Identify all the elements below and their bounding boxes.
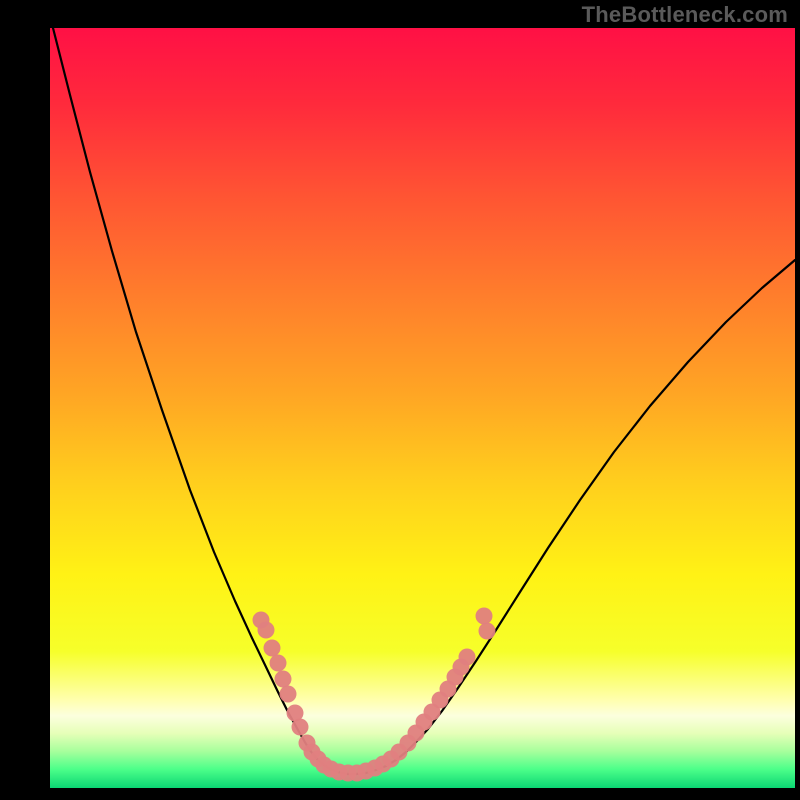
- data-marker: [479, 623, 496, 640]
- chart-stage: TheBottleneck.com: [0, 0, 800, 800]
- data-marker: [264, 640, 281, 657]
- data-marker: [459, 649, 476, 666]
- data-marker: [476, 608, 493, 625]
- data-marker: [258, 622, 275, 639]
- data-marker: [280, 686, 297, 703]
- data-marker: [275, 671, 292, 688]
- bottleneck-chart: [0, 0, 800, 800]
- data-marker: [292, 719, 309, 736]
- data-marker: [270, 655, 287, 672]
- watermark-text: TheBottleneck.com: [582, 2, 788, 28]
